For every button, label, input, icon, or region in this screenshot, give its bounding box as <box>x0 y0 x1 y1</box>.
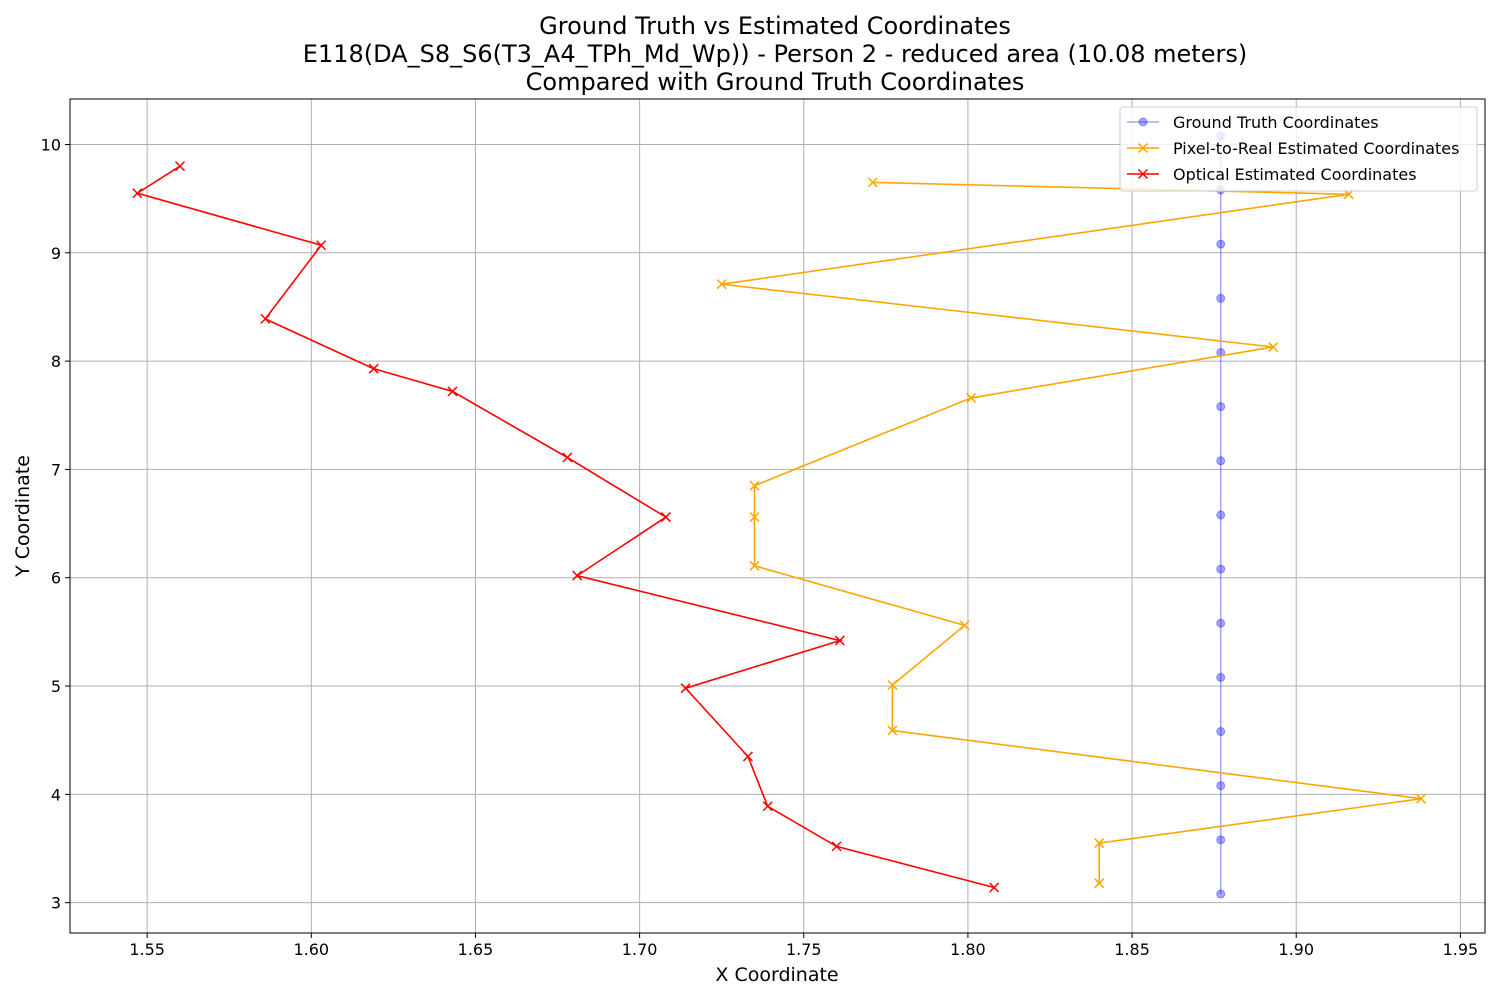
series-1 <box>716 177 1427 889</box>
x-tick-label: 1.95 <box>1443 940 1479 959</box>
data-point <box>749 512 760 523</box>
y-axis-label: Y Coordinate <box>12 455 34 578</box>
legend-entries: Ground Truth Coordinates Pixel-to-Real Es… <box>1127 113 1459 184</box>
x-tick-label: 1.85 <box>1114 940 1150 959</box>
data-point <box>1216 835 1226 845</box>
data-point <box>260 313 271 324</box>
grid <box>70 99 1485 933</box>
legend-entry: Optical Estimated Coordinates <box>1127 165 1417 184</box>
data-point <box>1216 564 1226 574</box>
data-point <box>132 188 143 199</box>
x-tick-label: 1.55 <box>129 940 165 959</box>
legend-label: Pixel-to-Real Estimated Coordinates <box>1173 139 1459 158</box>
legend-entry: Pixel-to-Real Estimated Coordinates <box>1127 139 1459 158</box>
series-line <box>721 181 1422 884</box>
data-point <box>1216 293 1226 303</box>
data-point <box>762 801 773 812</box>
y-axis-ticks: 3 4 5 6 7 8 9 10 <box>41 135 70 913</box>
data-point <box>887 679 898 690</box>
data-point <box>447 386 458 397</box>
series-2 <box>132 161 1000 893</box>
data-point <box>1216 510 1226 520</box>
legend-marker <box>1137 142 1149 154</box>
data-point <box>989 882 1000 893</box>
data-point <box>572 570 583 581</box>
legend-label: Optical Estimated Coordinates <box>1173 165 1417 184</box>
x-axis-label: X Coordinate <box>715 964 838 986</box>
x-tick-label: 1.65 <box>458 940 494 959</box>
data-point <box>749 560 760 571</box>
data-point <box>831 841 842 852</box>
y-tick-label: 5 <box>51 677 61 696</box>
data-point <box>316 240 327 251</box>
data-point <box>867 177 878 188</box>
legend: Ground Truth Coordinates Pixel-to-Real Es… <box>1119 106 1478 192</box>
x-axis-ticks: 1.55 1.60 1.65 1.70 1.75 1.80 1.85 1.90 1.95 <box>129 933 1478 959</box>
x-tick-label: 1.60 <box>293 940 329 959</box>
legend-box <box>1119 106 1478 192</box>
x-tick-label: 1.80 <box>950 940 986 959</box>
data-point <box>742 751 753 762</box>
data-point <box>680 683 691 694</box>
legend-entry: Ground Truth Coordinates <box>1127 113 1379 132</box>
x-tick-label: 1.90 <box>1278 940 1314 959</box>
data-point <box>1216 889 1226 899</box>
series-line <box>135 165 995 889</box>
y-tick-label: 8 <box>51 352 61 371</box>
chart-title-line-2: E118(DA_S8_S6(T3_A4_TPh_Md_Wp)) - Person… <box>303 40 1247 68</box>
series-0 <box>1216 131 1226 899</box>
data-point <box>716 279 727 290</box>
data-point <box>1094 838 1105 849</box>
plot-frame <box>69 98 1486 934</box>
data-point <box>1216 727 1226 737</box>
data-point <box>1216 618 1226 628</box>
data-point <box>1268 342 1279 353</box>
y-tick-label: 3 <box>51 894 61 913</box>
data-point <box>174 161 186 172</box>
data-point <box>966 392 977 403</box>
data-point <box>660 512 671 523</box>
data-point <box>1216 239 1226 249</box>
y-tick-label: 7 <box>51 460 61 479</box>
data-point <box>1094 878 1105 889</box>
data-point <box>1216 672 1226 682</box>
data-point <box>1216 402 1226 412</box>
y-tick-label: 4 <box>51 785 61 804</box>
x-tick-label: 1.75 <box>786 940 822 959</box>
data-point <box>749 480 760 491</box>
chart-title-line-1: Ground Truth vs Estimated Coordinates <box>539 12 1011 40</box>
data-point <box>834 635 845 646</box>
chart-title-line-3: Compared with Ground Truth Coordinates <box>526 68 1025 96</box>
data-point <box>1415 793 1427 804</box>
data-point <box>1216 781 1226 791</box>
data-point <box>562 452 573 463</box>
y-tick-label: 10 <box>41 135 61 154</box>
y-tick-label: 6 <box>51 569 61 588</box>
x-tick-label: 1.70 <box>622 940 658 959</box>
data-point <box>1216 456 1226 466</box>
legend-marker <box>1137 168 1149 180</box>
legend-marker <box>1138 117 1148 127</box>
y-tick-label: 9 <box>51 244 61 263</box>
legend-label: Ground Truth Coordinates <box>1173 113 1379 132</box>
data-point <box>368 363 379 374</box>
series-layer <box>132 131 1427 899</box>
data-point <box>959 620 970 631</box>
data-point <box>887 725 898 736</box>
